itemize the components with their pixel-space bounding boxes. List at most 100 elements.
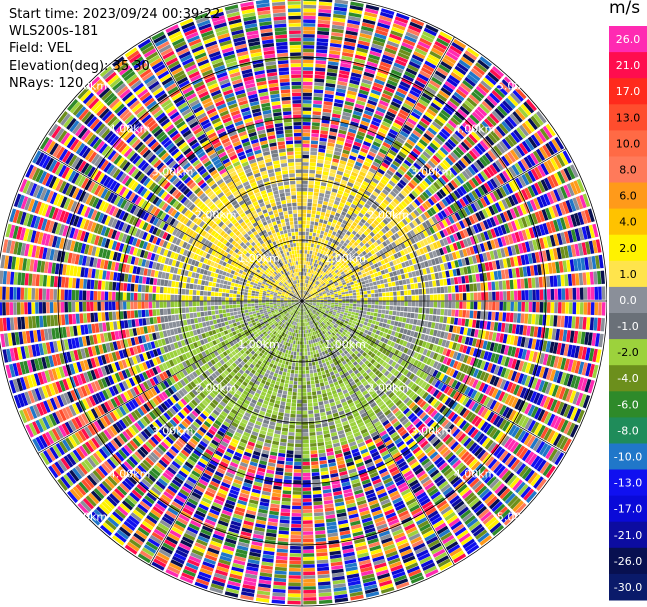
- velocity-bin: [444, 301, 449, 308]
- velocity-bin: [371, 293, 375, 298]
- velocity-bin: [389, 291, 394, 296]
- velocity-bin: [302, 472, 311, 477]
- velocity-bin: [309, 162, 316, 167]
- velocity-bin: [473, 292, 478, 301]
- velocity-bin: [323, 400, 329, 405]
- velocity-bin: [385, 305, 390, 310]
- velocity-bin: [316, 387, 321, 391]
- velocity-bin: [315, 256, 319, 260]
- velocity-bin: [583, 302, 588, 315]
- velocity-bin: [370, 289, 375, 294]
- velocity-bin: [306, 377, 310, 382]
- velocity-bin: [302, 465, 311, 470]
- velocity-bin: [594, 286, 599, 300]
- velocity-bin: [312, 486, 321, 491]
- velocity-bin: [360, 320, 365, 325]
- velocity-bin: [352, 144, 361, 151]
- velocity-bin: [312, 203, 317, 207]
- velocity-bin: [531, 314, 536, 325]
- velocity-bin: [303, 264, 306, 269]
- velocity-bin: [302, 187, 308, 192]
- velocity-bin: [578, 316, 584, 330]
- velocity-bin: [317, 445, 325, 450]
- velocity-bin: [370, 47, 383, 54]
- velocity-bin: [303, 578, 316, 583]
- velocity-bin: [341, 305, 346, 308]
- velocity-bin: [305, 268, 307, 273]
- velocity-bin: [310, 373, 314, 378]
- velocity-bin: [303, 63, 314, 67]
- velocity-bin: [400, 296, 405, 301]
- velocity-bin: [440, 308, 445, 316]
- velocity-bin: [344, 289, 349, 292]
- velocity-bin: [368, 54, 380, 61]
- velocity-bin: [473, 310, 478, 319]
- velocity-bin: [322, 174, 328, 180]
- velocity-bin: [498, 312, 503, 322]
- velocity-bin: [323, 500, 334, 505]
- velocity-bin: [366, 103, 376, 110]
- velocity-bin: [326, 186, 332, 192]
- velocity-bin: [342, 303, 346, 306]
- velocity-bin: [321, 474, 330, 479]
- velocity-bin: [344, 34, 358, 40]
- velocity-bin: [323, 101, 333, 106]
- velocity-bin: [302, 476, 311, 480]
- velocity-bin: [432, 315, 437, 322]
- velocity-bin: [352, 306, 357, 310]
- velocity-bin: [303, 48, 315, 53]
- velocity-bin: [492, 301, 496, 311]
- velocity-bin: [476, 283, 481, 291]
- velocity-bin: [331, 297, 335, 300]
- velocity-bin: [321, 123, 330, 128]
- velocity-bin: [348, 308, 353, 312]
- velocity-bin: [346, 93, 356, 100]
- velocity-bin: [302, 206, 307, 210]
- velocity-bin: [306, 220, 310, 225]
- velocity-bin: [370, 312, 374, 316]
- velocity-bin: [343, 145, 351, 152]
- velocity-bin: [366, 311, 371, 316]
- velocity-bin: [304, 253, 307, 258]
- velocity-bin: [304, 352, 308, 356]
- velocity-bin: [428, 314, 433, 321]
- velocity-bin: [304, 290, 306, 295]
- velocity-bin: [434, 272, 439, 280]
- velocity-bin: [390, 320, 395, 326]
- velocity-bin: [439, 316, 444, 323]
- velocity-bin: [586, 272, 591, 285]
- velocity-bin: [320, 467, 329, 472]
- velocity-bin: [303, 538, 314, 543]
- velocity-bin: [459, 293, 463, 301]
- velocity-bin: [475, 320, 480, 329]
- velocity-bin: [568, 288, 573, 300]
- velocity-bin: [303, 283, 305, 287]
- velocity-bin: [498, 280, 503, 290]
- velocity-bin: [304, 257, 307, 261]
- velocity-bin: [367, 290, 371, 294]
- velocity-bin: [345, 291, 349, 294]
- velocity-bin: [302, 224, 306, 228]
- velocity-bin: [309, 166, 316, 170]
- velocity-bin: [366, 61, 378, 68]
- velocity-bin: [557, 302, 562, 314]
- velocity-bin: [315, 60, 327, 65]
- velocity-bin: [309, 344, 312, 348]
- velocity-bin: [378, 64, 391, 72]
- velocity-bin: [373, 325, 379, 330]
- velocity-bin: [303, 15, 316, 20]
- velocity-bin: [311, 384, 316, 388]
- velocity-bin: [336, 170, 344, 176]
- velocity-bin: [327, 142, 335, 147]
- velocity-bin: [499, 301, 503, 311]
- velocity-bin: [306, 276, 309, 280]
- velocity-bin: [309, 250, 313, 255]
- velocity-bin: [371, 301, 375, 305]
- velocity-bin: [316, 353, 320, 358]
- velocity-bin: [323, 433, 331, 438]
- velocity-bin: [318, 596, 332, 601]
- velocity-bin: [345, 303, 350, 306]
- velocity-bin: [349, 155, 357, 161]
- velocity-bin: [319, 363, 324, 368]
- velocity-bin: [392, 286, 397, 291]
